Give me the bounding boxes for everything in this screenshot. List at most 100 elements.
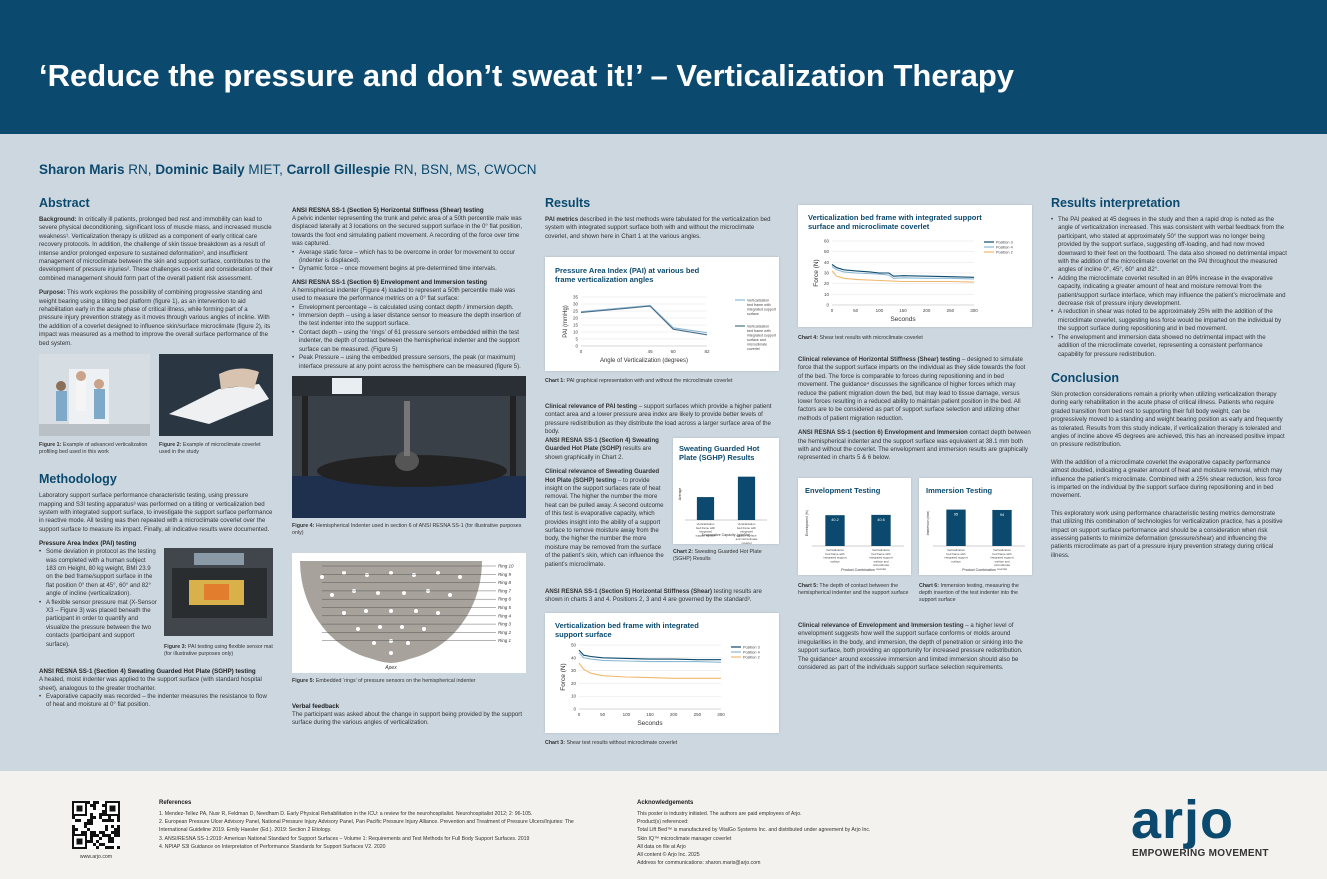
y-tick-label: 10 bbox=[571, 694, 577, 699]
qr-module bbox=[99, 816, 102, 819]
bullet: Adding the microclimate coverlet resulte… bbox=[1051, 275, 1287, 309]
figure-4-photo bbox=[292, 375, 526, 518]
qr-module bbox=[84, 831, 87, 834]
ring-label: Ring 3 bbox=[498, 622, 512, 627]
sghp-results-block: ANSI RESNA SS-1 (Section 4) Sweating Gua… bbox=[545, 437, 665, 575]
y-axis-label: Immersion (mm) bbox=[926, 511, 930, 536]
text: Example of advanced verticalization prof… bbox=[39, 442, 148, 456]
qr-module bbox=[102, 843, 105, 846]
qr-module bbox=[96, 840, 99, 843]
bar bbox=[737, 476, 756, 520]
ack-heading: Acknowledgements bbox=[637, 800, 694, 806]
chart1-title: Pressure Area Index (PAI) at various bed… bbox=[555, 266, 700, 284]
text: Shear test results without microclimate … bbox=[566, 740, 678, 746]
text: results are shown graphically in Chart 2… bbox=[545, 445, 652, 461]
hemisphere-svg: Ring 10 Ring 9 Ring 8 Ring 7 Ring 6 Ring 5 Rin… bbox=[300, 560, 514, 671]
qr-module bbox=[105, 834, 108, 837]
x-tick-label: 0 bbox=[578, 712, 581, 717]
qr-module bbox=[111, 825, 114, 828]
x-tick-label: 50 bbox=[600, 712, 606, 717]
column-abstract-methodology: Abstract Background: In critically ill p… bbox=[39, 196, 273, 715]
shear-results-text: ANSI RESNA SS-1 (Section 5) Horizontal S… bbox=[545, 588, 779, 605]
label: Figure 2: bbox=[159, 442, 182, 449]
qr-module bbox=[105, 828, 108, 831]
qr-module bbox=[75, 828, 78, 831]
qr-module bbox=[117, 834, 120, 837]
website-link[interactable]: www.arjo.com bbox=[79, 854, 113, 860]
bullet: Dynamic force – once movement begins at … bbox=[292, 265, 526, 274]
chart5-title: Envelopment Testing bbox=[805, 486, 881, 495]
author-credential: MIET, bbox=[248, 162, 283, 177]
bullet: Envelopment percentage – is calculated u… bbox=[292, 304, 526, 313]
y-tick-label: 20 bbox=[573, 316, 579, 321]
qr-module bbox=[93, 801, 96, 804]
category-label: coverlet bbox=[741, 541, 751, 544]
label: Chart 1: bbox=[545, 378, 566, 384]
x-tick-label: 0 bbox=[831, 308, 834, 313]
category-label: microclimate bbox=[994, 563, 1011, 567]
chart1-svg: 0 5 10 15 20 25 30 35 0 45 60 82 Angle of Verticaliz… bbox=[563, 295, 776, 365]
bullet: Immersion depth – using a laser distance… bbox=[292, 312, 526, 329]
chart5-card: Envelopment Testing 40.2 Verticalization b… bbox=[798, 478, 911, 575]
pai-bullets: Some deviation in protocol as the testin… bbox=[39, 548, 157, 649]
category-label: integrated support bbox=[990, 556, 1013, 560]
y-tick-label: 50 bbox=[824, 249, 830, 254]
figure-3-photo bbox=[164, 548, 273, 637]
legend-label: Verticalization bbox=[747, 299, 769, 303]
legend-label: Position 3 bbox=[996, 241, 1013, 245]
x-tick-label: 100 bbox=[623, 712, 631, 717]
legend-label: integrated support bbox=[747, 308, 776, 312]
bar-value-label: 40.6 bbox=[877, 518, 884, 522]
label: Chart 3: bbox=[545, 740, 566, 746]
bullet: Average static force – which has to be o… bbox=[292, 249, 526, 266]
chart2-card: Sweating Guarded Hot Plate (SGHP) Result… bbox=[673, 438, 779, 544]
legend-label: integrated support bbox=[747, 334, 776, 338]
bullet: Some deviation in protocol as the testin… bbox=[39, 548, 157, 598]
y-axis-label: Force (N) bbox=[560, 663, 567, 690]
category-label: bed frame with bbox=[993, 552, 1012, 556]
y-tick-label: 40 bbox=[824, 260, 830, 265]
chart4-card: Verticalization bed frame with integrate… bbox=[798, 205, 1032, 327]
text: – designed to simulate force that the su… bbox=[798, 356, 1026, 422]
qr-module bbox=[75, 819, 78, 822]
column-interpretation-conclusion: Results interpretation The PAI peaked at… bbox=[1051, 196, 1287, 566]
author-credential: RN, bbox=[128, 162, 152, 177]
y-tick-label: 0 bbox=[573, 707, 576, 712]
qr-module bbox=[99, 837, 102, 840]
conclusion-para: With the addition of a microclimate cove… bbox=[1051, 458, 1283, 500]
column-results: Results PAI metrics described in the tes… bbox=[545, 196, 779, 247]
x-tick-label: 50 bbox=[853, 308, 859, 313]
chart1-card: Pressure Area Index (PAI) at various bed… bbox=[545, 257, 779, 371]
text: Hemispherical Indenter used in section 6… bbox=[292, 522, 522, 536]
qr-code[interactable] bbox=[72, 801, 120, 849]
legend-label: surface and bbox=[747, 338, 766, 342]
qr-module bbox=[111, 831, 114, 834]
qr-module bbox=[87, 828, 90, 831]
series-line bbox=[831, 264, 975, 278]
text: testing results are shown in charts 3 an… bbox=[545, 588, 762, 604]
category-label: integrated support bbox=[823, 556, 846, 560]
bar-value-label: 166.9 bbox=[742, 472, 752, 476]
y-tick-label: 20 bbox=[824, 281, 830, 286]
qr-module bbox=[93, 831, 96, 834]
x-tick-label: 45 bbox=[648, 349, 654, 354]
category-label: Verticalization bbox=[947, 548, 965, 552]
ring-label: Ring 2 bbox=[498, 630, 512, 635]
chart1-caption: Chart 1: PAI graphical representation wi… bbox=[545, 378, 779, 385]
clin-env-text: Clinical relevance of Envelopment and Im… bbox=[798, 622, 1032, 672]
label: ANSI RESNA SS-1 (Section 5) Horizontal S… bbox=[545, 588, 713, 595]
chart4-title: Verticalization bed frame with integrate… bbox=[808, 213, 982, 231]
qr-module bbox=[102, 831, 105, 834]
text: Example of microclimate coverlet used in… bbox=[159, 442, 261, 456]
y-tick-label: 0 bbox=[575, 344, 578, 349]
qr-module bbox=[99, 831, 102, 834]
conclusion-para: This exploratory work using performance … bbox=[1051, 509, 1283, 559]
legend-label: coverlet bbox=[747, 347, 760, 351]
text: In critically ill patients, prolonged be… bbox=[39, 216, 273, 282]
qr-module bbox=[114, 831, 117, 834]
category-label: bed frame with bbox=[737, 526, 756, 530]
y-tick-label: 30 bbox=[573, 302, 579, 307]
legend-label: Verticalization bbox=[747, 325, 769, 329]
qr-module bbox=[93, 807, 96, 810]
